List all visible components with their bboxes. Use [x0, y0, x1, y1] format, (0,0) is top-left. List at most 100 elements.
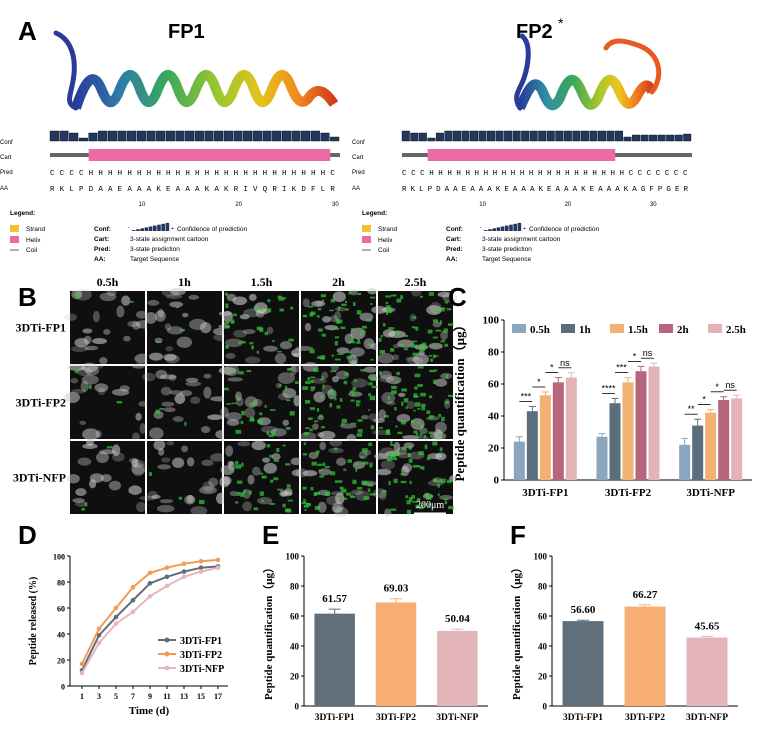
- green-signal: [335, 319, 340, 324]
- particle-blob: [139, 423, 146, 434]
- legend-title: Legend:: [10, 210, 35, 217]
- confidence-bar: [320, 132, 330, 142]
- confidence-bar: [435, 132, 444, 142]
- particle-blob: [304, 322, 312, 332]
- green-signal: [175, 306, 180, 308]
- green-signal: [421, 406, 426, 411]
- data-point: [130, 584, 136, 590]
- particle-blob: [169, 301, 184, 308]
- green-signal: [438, 413, 442, 418]
- confidence-bar: [623, 136, 632, 142]
- particle-blob: [386, 376, 402, 385]
- green-signal: [417, 384, 423, 387]
- green-signal: [415, 326, 419, 331]
- green-signal: [225, 292, 228, 296]
- particle-blob: [417, 436, 430, 442]
- x-category-label: 3DTi-FP1: [315, 713, 355, 723]
- particle-blob: [70, 377, 79, 384]
- green-signal: [339, 398, 343, 402]
- significance-label: *: [550, 363, 554, 373]
- aa-char: A: [108, 186, 113, 194]
- green-signal: [370, 358, 374, 361]
- confidence-bar: [572, 130, 581, 142]
- green-signal: [430, 358, 434, 362]
- green-signal: [310, 379, 314, 384]
- pred-char: H: [520, 170, 525, 178]
- green-signal: [321, 299, 325, 302]
- green-signal: [359, 332, 363, 336]
- green-signal: [349, 340, 355, 344]
- particle-blob: [295, 468, 308, 478]
- green-signal: [334, 397, 337, 401]
- data-point: [215, 557, 221, 563]
- particle-blob: [82, 443, 98, 449]
- green-signal: [277, 488, 283, 491]
- particle-blob: [225, 352, 236, 359]
- green-signal: [406, 509, 412, 515]
- green-signal: [249, 402, 255, 407]
- coil-label: Coil: [26, 247, 38, 254]
- green-signal: [399, 343, 405, 346]
- particle-blob: [121, 295, 131, 306]
- green-signal: [330, 328, 334, 331]
- green-signal: [419, 505, 424, 510]
- particle-blob: [108, 480, 122, 491]
- confidence-wedge-step: [136, 229, 140, 231]
- micrograph-background: [70, 291, 145, 364]
- particle-blob: [225, 338, 243, 348]
- particle-blob: [94, 364, 104, 369]
- panel-b: B 0.5h 1h 1.5h 2h 2.5h 3DTi-FP1 3DTi-FP2 3DTi-N…: [13, 275, 458, 518]
- confidence-bar: [410, 132, 419, 142]
- green-signal: [235, 429, 242, 434]
- confidence-bar: [291, 130, 301, 142]
- particle-blob: [106, 289, 117, 297]
- particle-blob: [220, 407, 229, 418]
- aa-char: A: [214, 186, 219, 194]
- green-signal: [106, 446, 113, 449]
- particle-blob: [92, 310, 100, 323]
- cart-text: 3-state assignment cartoon: [482, 236, 561, 243]
- data-point: [198, 569, 204, 574]
- green-signal: [320, 357, 325, 360]
- conf-minus: -: [480, 225, 482, 231]
- aa-char: V: [253, 186, 258, 194]
- strand-label: Strand: [26, 226, 46, 233]
- green-signal: [440, 478, 446, 483]
- panel-a: A FP1 FP2 *: [0, 15, 692, 263]
- bar: [565, 377, 577, 480]
- pred-char: H: [610, 170, 615, 178]
- green-signal: [341, 423, 345, 426]
- green-signal: [260, 420, 263, 425]
- confidence-bar: [470, 130, 478, 142]
- green-signal: [303, 499, 306, 503]
- green-signal: [416, 499, 420, 502]
- particle-blob: [277, 372, 295, 384]
- significance-label: ns: [560, 358, 570, 368]
- green-signal: [264, 331, 269, 336]
- green-signal: [314, 492, 320, 495]
- pred-char: C: [629, 170, 634, 178]
- particle-blob: [380, 370, 392, 380]
- y-tick-label: 20: [488, 443, 500, 455]
- particle-blob: [346, 434, 357, 443]
- particle-blob: [98, 387, 106, 396]
- particle-blob: [377, 352, 394, 364]
- strand-swatch: [362, 225, 371, 232]
- green-signal: [339, 480, 343, 483]
- particle-blob: [367, 287, 378, 295]
- x-tick-label: 7: [131, 692, 135, 701]
- green-signal: [320, 294, 326, 298]
- green-signal: [266, 444, 271, 448]
- confidence-bar: [262, 130, 272, 142]
- green-signal: [333, 447, 338, 451]
- green-signal: [409, 480, 412, 485]
- pred-char: H: [292, 170, 297, 178]
- green-signal: [81, 507, 85, 511]
- particle-blob: [159, 499, 174, 504]
- green-signal: [408, 497, 413, 502]
- confidence-wedge-step: [500, 226, 505, 231]
- conf-key: Conf:: [446, 226, 463, 233]
- micrograph-cell: [64, 288, 153, 365]
- green-signal: [400, 480, 407, 484]
- aa-char: R: [683, 186, 688, 194]
